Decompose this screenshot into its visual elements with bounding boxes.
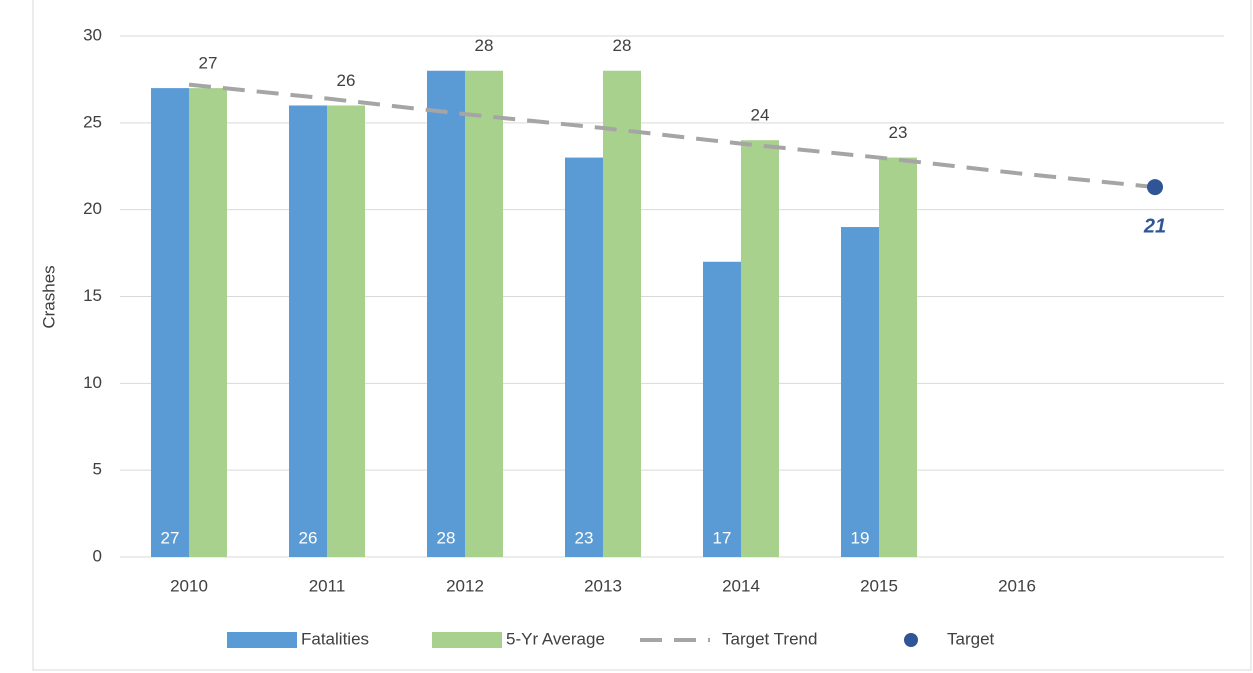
bar	[565, 157, 603, 558]
data-label: 23	[575, 528, 594, 547]
bar	[289, 105, 327, 557]
x-tick-label: 2014	[722, 576, 760, 595]
legend-label: 5-Yr Average	[506, 629, 605, 648]
data-label: 24	[751, 106, 770, 125]
x-tick-label: 2012	[446, 576, 484, 595]
legend-label: Fatalities	[301, 629, 369, 648]
x-tick-label: 2016	[998, 576, 1036, 595]
data-label: 19	[851, 528, 870, 547]
x-tick-label: 2015	[860, 576, 898, 595]
data-label: 21	[1143, 215, 1166, 237]
legend-swatch	[432, 632, 502, 648]
bar	[741, 140, 779, 557]
x-tick-label: 2010	[170, 576, 208, 595]
bar	[151, 88, 189, 557]
data-label: 27	[199, 54, 218, 73]
bar	[879, 157, 917, 558]
legend-label: Target Trend	[722, 629, 817, 648]
legend-swatch	[904, 633, 918, 647]
data-label: 27	[161, 528, 180, 547]
bar	[465, 70, 503, 557]
y-tick-label: 15	[83, 286, 102, 305]
bar	[703, 261, 741, 557]
bar	[841, 227, 879, 558]
x-tick-label: 2013	[584, 576, 622, 595]
y-tick-label: 20	[83, 199, 102, 218]
data-label: 17	[713, 528, 732, 547]
data-label: 28	[437, 528, 456, 547]
chart-border	[32, 0, 1252, 671]
y-tick-label: 0	[93, 546, 102, 565]
bar	[327, 105, 365, 557]
bar	[603, 70, 641, 557]
legend-swatch	[227, 632, 297, 648]
y-axis-label: Crashes	[39, 265, 58, 328]
data-label: 28	[613, 36, 632, 55]
data-label: 28	[475, 36, 494, 55]
legend-label: Target	[947, 629, 995, 648]
x-tick-label: 2011	[309, 576, 346, 595]
y-tick-label: 5	[93, 460, 102, 479]
data-label: 26	[299, 528, 318, 547]
trend-line	[188, 82, 1156, 190]
y-tick-label: 30	[83, 25, 102, 44]
data-label: 26	[337, 71, 356, 90]
data-label: 23	[889, 123, 908, 142]
bar	[189, 88, 227, 557]
target-point	[1147, 179, 1163, 196]
y-tick-label: 25	[83, 112, 102, 131]
bar	[427, 70, 465, 557]
y-tick-label: 10	[83, 373, 102, 392]
